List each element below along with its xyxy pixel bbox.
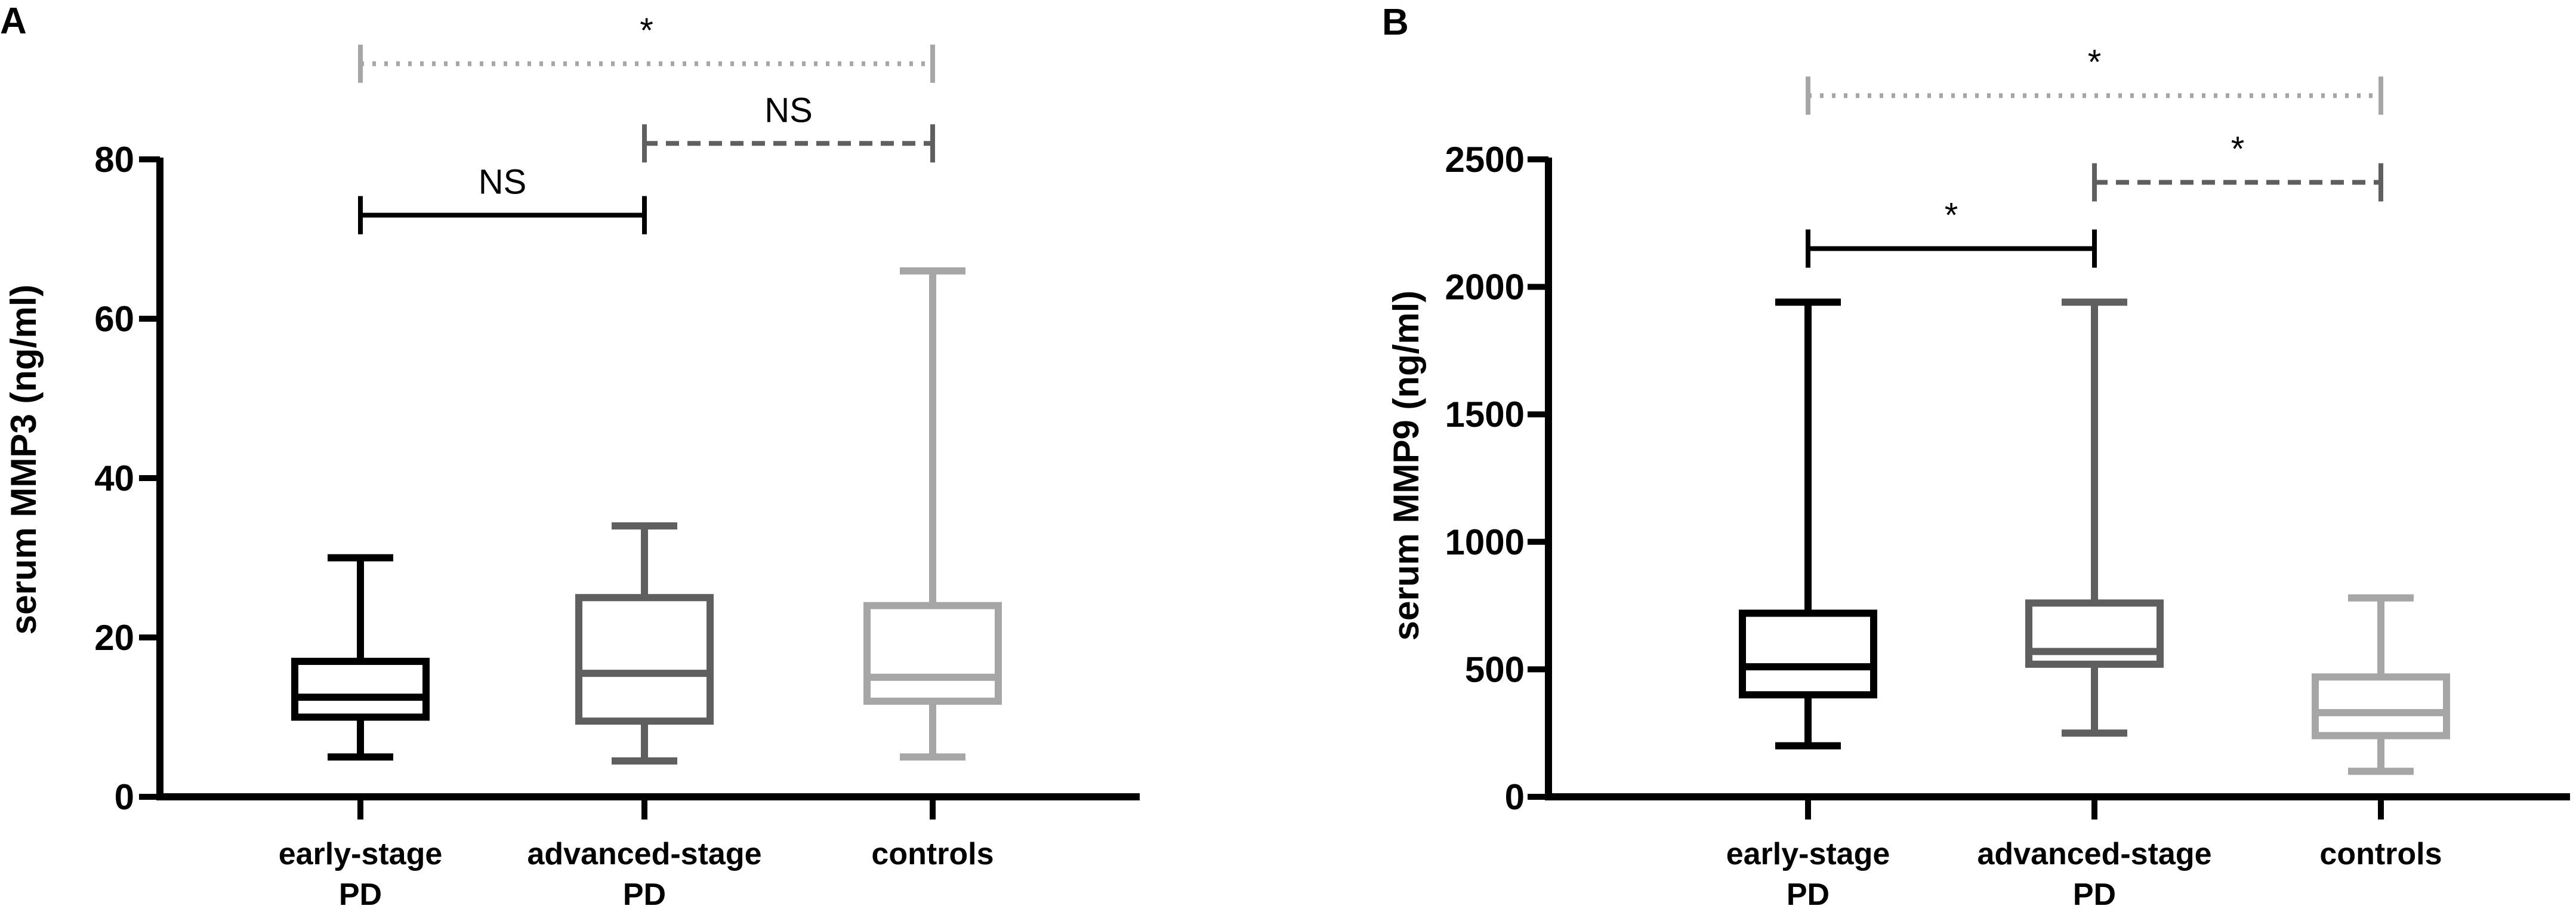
box-0 bbox=[291, 554, 430, 761]
box-iqr bbox=[575, 594, 714, 725]
comparison-bracket: * bbox=[1806, 43, 2383, 115]
box-1 bbox=[575, 522, 714, 765]
significance-label: NS bbox=[479, 162, 527, 201]
x-tick-label: early-stage bbox=[1726, 837, 1890, 871]
panel-a: A serum MMP3 (ng/ml) 0 20 40 60 80 early-stag… bbox=[0, 1, 1140, 912]
box-2 bbox=[863, 267, 1002, 761]
significance-label: * bbox=[2231, 130, 2245, 168]
y-tick-label: 1000 bbox=[1445, 522, 1525, 562]
comparison-bracket: NS bbox=[358, 162, 647, 235]
panel-letter-b: B bbox=[1382, 2, 1409, 43]
y-tick-label: 0 bbox=[115, 777, 134, 817]
box-iqr bbox=[1739, 609, 1877, 699]
comparison-bracket: NS bbox=[642, 91, 935, 163]
y-tick-label: 2500 bbox=[1445, 140, 1525, 180]
y-tick-label: 40 bbox=[94, 458, 134, 498]
y-tick-label: 1500 bbox=[1445, 395, 1525, 435]
x-tick-label: PD bbox=[1787, 877, 1830, 912]
panel-b: B serum MMP9 (ng/ml) 0 500 1000 1500 2000 250… bbox=[1382, 2, 2570, 912]
y-tick-label: 60 bbox=[94, 299, 134, 339]
x-tick-label: controls bbox=[2319, 837, 2442, 871]
box-1 bbox=[2025, 298, 2164, 737]
box-iqr bbox=[2312, 673, 2450, 740]
box-iqr bbox=[863, 602, 1002, 705]
x-tick-label: PD bbox=[339, 877, 382, 912]
comparison-bracket: * bbox=[1806, 196, 2097, 268]
significance-label: * bbox=[2088, 43, 2102, 82]
y-tick-label: 500 bbox=[1465, 649, 1525, 689]
y-tick-label: 0 bbox=[1505, 777, 1525, 817]
y-axis-label-b: serum MMP9 (ng/ml) bbox=[1386, 291, 1426, 641]
y-tick-label: 2000 bbox=[1445, 267, 1525, 307]
x-tick-label: advanced-stage bbox=[1977, 837, 2211, 871]
y-tick-label: 80 bbox=[94, 140, 134, 180]
significance-label: NS bbox=[764, 91, 813, 130]
significance-label: * bbox=[1945, 196, 1958, 235]
comparison-bracket: * bbox=[358, 11, 935, 83]
x-tick-label: controls bbox=[871, 837, 994, 871]
box-2 bbox=[2312, 594, 2450, 775]
x-tick-label: advanced-stage bbox=[527, 837, 761, 871]
box-0 bbox=[1739, 298, 1877, 750]
panel-letter-a: A bbox=[0, 1, 27, 42]
y-axis-label-a: serum MMP3 (ng/ml) bbox=[4, 285, 44, 635]
comparison-bracket: * bbox=[2092, 130, 2383, 202]
x-tick-label: early-stage bbox=[279, 837, 443, 871]
significance-label: * bbox=[640, 11, 653, 50]
x-tick-label: PD bbox=[2073, 877, 2116, 912]
box-iqr bbox=[291, 658, 430, 721]
x-tick-label: PD bbox=[623, 877, 666, 912]
y-tick-label: 20 bbox=[94, 618, 134, 658]
